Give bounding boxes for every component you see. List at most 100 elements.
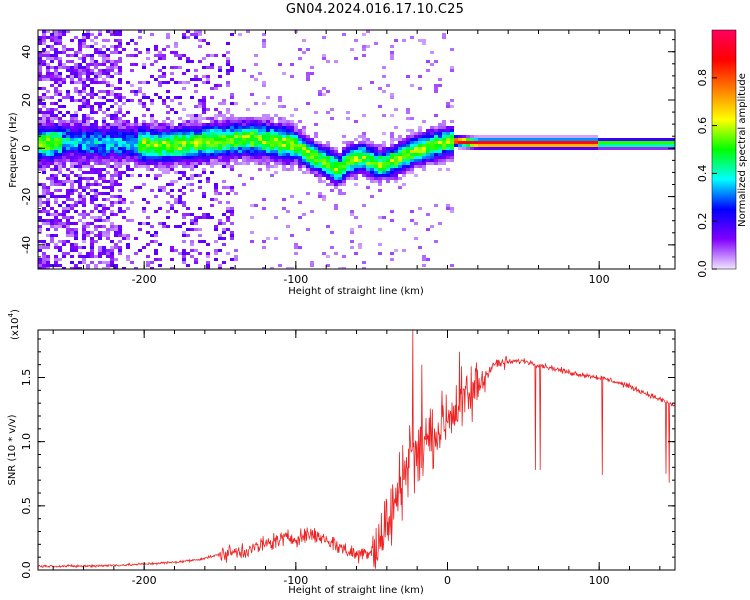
spectrogram-cell [394, 150, 398, 153]
spectrogram-cell [266, 120, 270, 123]
spectrogram-cell [78, 138, 82, 141]
spectrogram-cell [186, 165, 190, 168]
spectrogram-cell [482, 135, 486, 138]
spectrogram-cell [418, 126, 422, 129]
spectrogram-cell [310, 150, 314, 153]
spectrogram-cell [182, 159, 186, 162]
spectrogram-cell [110, 60, 114, 63]
spectrogram-cell [194, 90, 198, 93]
spectrogram-cell [54, 195, 58, 198]
spectrogram-cell [238, 150, 242, 153]
spectrogram-cell [134, 129, 138, 132]
spectrogram-cell [306, 171, 310, 174]
spectrogram-cell [82, 99, 86, 102]
spectrogram-cell [542, 147, 546, 150]
spectrogram-cell [250, 141, 254, 144]
spectrogram-cell [94, 189, 98, 192]
spectrogram-cell [326, 264, 330, 267]
spectrogram-cell [274, 132, 278, 135]
spectrogram-cell [362, 162, 366, 165]
spectrogram-cell [410, 117, 414, 120]
spectrogram-cell [102, 69, 106, 72]
spectrogram-cell [194, 174, 198, 177]
spectrogram-cell [270, 141, 274, 144]
spectrogram-cell [94, 153, 98, 156]
spectrogram-cell [190, 156, 194, 159]
spectrogram-cell [294, 126, 298, 129]
spectrogram-cell [314, 132, 318, 135]
spectrogram-cell [94, 81, 98, 84]
spectrogram-cell [214, 258, 218, 261]
spectrogram-cell [218, 162, 222, 165]
spectrogram-cell [258, 141, 262, 144]
spectrogram-cell [398, 165, 402, 168]
spectrogram-cell [118, 111, 122, 114]
spectrogram-cell [214, 123, 218, 126]
spectrogram-cell [90, 108, 94, 111]
spectrogram-cell [206, 177, 210, 180]
spectrogram-cell [318, 93, 322, 96]
spectrogram-cell [110, 249, 114, 252]
spectrogram-cell [262, 117, 266, 120]
spectrogram-cell [238, 138, 242, 141]
spectrogram-cell [98, 72, 102, 75]
spectrogram-cell [262, 135, 266, 138]
spectrogram-cell [210, 216, 214, 219]
spectrogram-cell [266, 237, 270, 240]
spectrogram-cell [446, 132, 450, 135]
spectrogram-cell [130, 99, 134, 102]
spectrogram-cell [86, 177, 90, 180]
spectrogram-cell [354, 159, 358, 162]
spectrogram-cell [74, 66, 78, 69]
spectrogram-cell [198, 102, 202, 105]
spectrogram-cell [218, 126, 222, 129]
spectrogram-cell [134, 90, 138, 93]
spectrogram-cell [126, 246, 130, 249]
spectrogram-cell [410, 36, 414, 39]
spectrogram-cell [230, 144, 234, 147]
spectrogram-cell [590, 141, 594, 144]
spectrogram-cell [74, 99, 78, 102]
spectrogram-cell [210, 156, 214, 159]
spectrogram-cell [170, 78, 174, 81]
spectrogram-cell [450, 48, 454, 51]
snr-y-tick-label: 0.5 [20, 497, 33, 514]
spectrogram-cell [166, 225, 170, 228]
spectrogram-cell [274, 138, 278, 141]
spectrogram-cell [246, 162, 250, 165]
spectrogram-cell [438, 123, 442, 126]
spectrogram-cell [302, 144, 306, 147]
spectrogram-cell [130, 168, 134, 171]
spectrogram-cell [258, 162, 262, 165]
spectrogram-cell [286, 129, 290, 132]
spectrogram-cell [234, 144, 238, 147]
spectrogram-cell [66, 228, 70, 231]
spectrogram-cell [106, 126, 110, 129]
spectrogram-cell [258, 147, 262, 150]
spectrogram-cell [214, 144, 218, 147]
spectrogram-cell [142, 183, 146, 186]
spectrogram-cell [54, 210, 58, 213]
spectrogram-cell [302, 138, 306, 141]
spectrogram-cell [522, 141, 526, 144]
spectrogram-cell [258, 168, 262, 171]
spectrogram-cell [650, 147, 654, 150]
spectrogram-cell [50, 183, 54, 186]
spectrogram-cell [346, 144, 350, 147]
spectrogram-cell [98, 69, 102, 72]
spectrogram-cell [314, 156, 318, 159]
spectrogram-cell [94, 162, 98, 165]
spectrogram-cell [418, 153, 422, 156]
spectrogram-cell [114, 111, 118, 114]
spectrogram-cell [50, 96, 54, 99]
spectrogram-cell [130, 189, 134, 192]
spectrogram-cell [50, 135, 54, 138]
spectrogram-cell [130, 144, 134, 147]
spectrogram-cell [50, 144, 54, 147]
spectrogram-cell [94, 240, 98, 243]
spectrogram-cell [282, 138, 286, 141]
spectrogram-cell [366, 186, 370, 189]
spectrogram-cell [182, 204, 186, 207]
spectrogram-cell [602, 141, 606, 144]
